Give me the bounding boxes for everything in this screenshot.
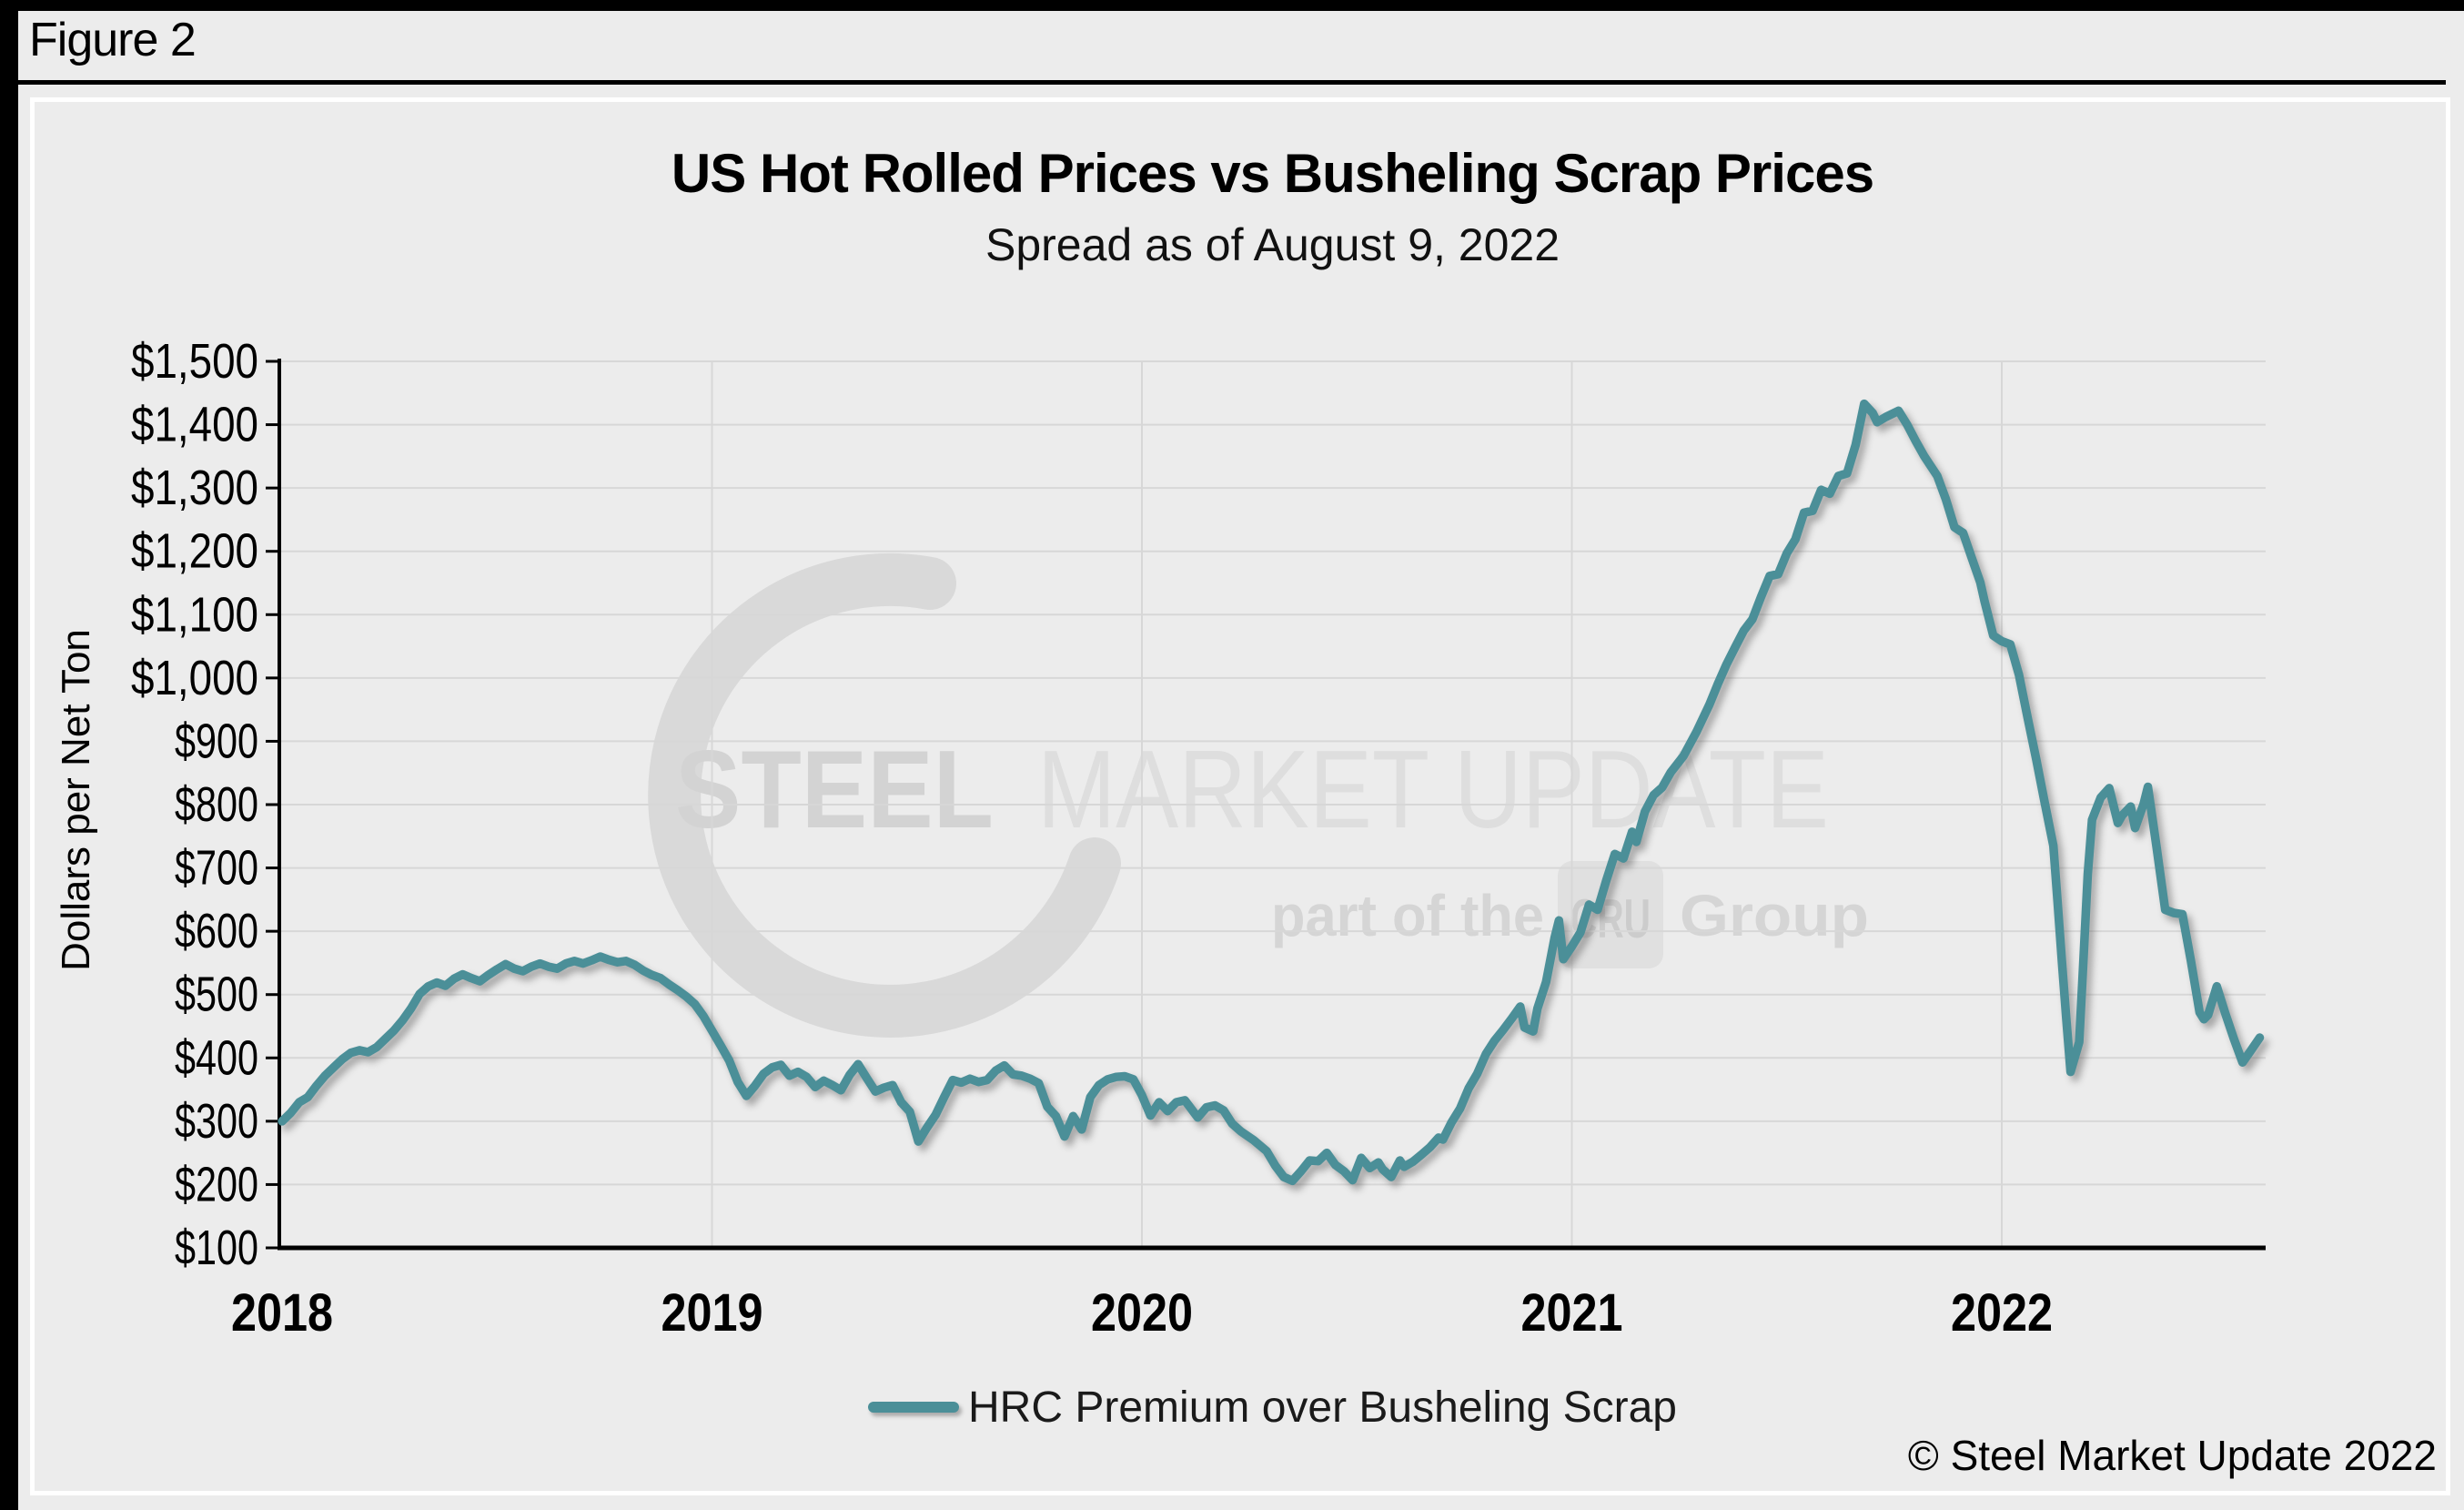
y-tick-label: $300: [175, 1094, 258, 1149]
y-tick-label: $900: [175, 714, 258, 768]
x-tick-label: 2022: [1951, 1283, 2053, 1343]
y-tick-label: $500: [175, 968, 258, 1022]
figure-label: Figure 2: [29, 14, 197, 66]
watermark-word-steel: STEEL: [675, 727, 994, 851]
legend-line-swatch: [868, 1402, 960, 1413]
watermark-crescent-icon: [648, 552, 1121, 1038]
y-tick-label: $100: [175, 1221, 258, 1275]
y-tick-label: $1,300: [131, 461, 258, 515]
series-line-hrc-premium: [278, 399, 2265, 1186]
chart-title: US Hot Rolled Prices vs Busheling Scrap …: [671, 143, 1874, 204]
y-tick-label: $600: [175, 904, 258, 958]
legend-label: HRC Premium over Busheling Scrap: [968, 1383, 1677, 1432]
header-divider: [18, 80, 2446, 85]
copyright-notice: © Steel Market Update 2022: [1907, 1432, 2437, 1479]
y-tick-label: $800: [175, 777, 258, 832]
x-tick-label: 2019: [661, 1283, 763, 1343]
watermark-group: Group: [1680, 883, 1869, 948]
watermark-cru-box: [1558, 861, 1663, 968]
x-tick-label: 2018: [231, 1283, 333, 1343]
y-tick-label: $1,200: [131, 524, 258, 579]
y-tick-label: $1,100: [131, 587, 258, 642]
x-tick-label: 2020: [1091, 1283, 1193, 1343]
y-tick-label: $1,000: [131, 651, 258, 705]
watermark-word-market-update: MARKET UPDATE: [1037, 727, 1829, 851]
y-tick-label: $1,400: [131, 398, 258, 452]
y-tick-label: $200: [175, 1157, 258, 1211]
legend: HRC Premium over Busheling Scrap: [279, 1378, 2266, 1436]
watermark-part-of-the: part of the: [1271, 883, 1544, 948]
y-tick-label: $1,500: [131, 334, 258, 389]
left-black-bar: [0, 0, 18, 1510]
y-tick-label: $700: [175, 841, 258, 896]
y-tick-label: $400: [175, 1030, 258, 1085]
top-black-bar: [0, 0, 2464, 11]
x-tick-label: 2021: [1521, 1283, 1623, 1343]
chart-subtitle: Spread as of August 9, 2022: [985, 219, 1560, 270]
